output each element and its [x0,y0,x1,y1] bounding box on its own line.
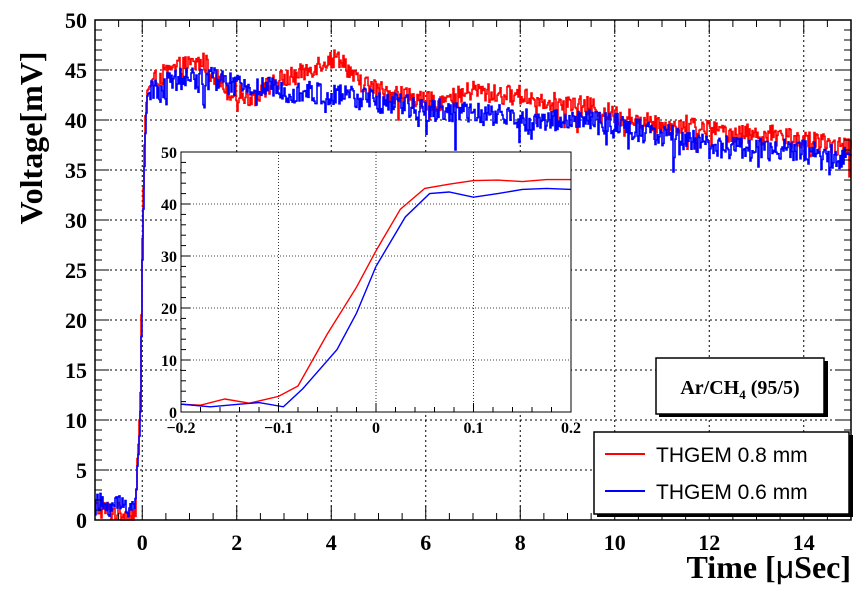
inset-ytick-label: 30 [161,249,177,266]
inset-series-line-thgem-06 [180,187,572,408]
inset-series-line-thgem-08 [180,178,571,406]
main-ytick-label: 50 [65,8,87,33]
legend-label-thgem-06: THGEM 0.6 mm [656,481,808,504]
inset-xtick-label: 0.1 [464,420,484,437]
inset-ytick-label: 40 [161,197,177,214]
main-ytick-label: 35 [65,158,87,183]
main-series-group [95,49,852,521]
main-ylabel: Voltage[mV] [13,52,49,225]
main-ytick-label: 45 [65,58,87,83]
main-xtick-label: 10 [604,530,626,555]
inset-axis-tick-labels: −0.2 −0.1 0 0.1 0.2 0 10 20 30 40 50 [161,145,581,437]
inset-axis-ticks [180,151,572,413]
legend: THGEM 0.8 mm THGEM 0.6 mm [593,431,853,517]
main-xtick-label: 14 [793,530,815,555]
main-ytick-label: 25 [65,258,87,283]
main-ytick-label: 15 [65,358,87,383]
inset-chart: −0.2 −0.1 0 0.1 0.2 0 10 20 30 40 50 [161,145,581,437]
main-ytick-label: 5 [76,458,87,483]
inset-series-group [180,178,572,408]
inset-xtick-label: 0.2 [561,420,581,437]
main-xtick-label: 12 [698,530,720,555]
inset-xtick-label: −0.1 [264,420,293,437]
main-xtick-label: 6 [420,530,431,555]
main-xtick-label: 8 [515,530,526,555]
main-ytick-label: 30 [65,208,87,233]
main-ytick-label: 40 [65,108,87,133]
gas-annotation-box: Ar/CH4 (95/5) [655,357,828,417]
inset-ytick-label: 0 [169,405,177,422]
legend-label-thgem-08: THGEM 0.8 mm [656,444,808,467]
main-ytick-label: 0 [76,508,87,533]
inset-xtick-label: −0.2 [166,420,195,437]
inset-ytick-label: 20 [161,301,177,318]
main-xtick-label: 4 [326,530,337,555]
inset-ytick-label: 10 [161,353,177,370]
inset-grid [181,152,571,412]
main-series-line-thgem-06 [95,66,852,518]
main-xlabel: Time [μSec] [687,549,851,585]
main-xtick-label: 2 [231,530,242,555]
inset-ytick-label: 50 [161,145,177,162]
main-axis-tick-labels: 0 2 4 6 8 10 12 14 0 5 10 15 20 25 30 35 40 45 50 [65,8,815,555]
gas-annotation-text: Ar/CH4 (95/5) [680,377,799,402]
main-ytick-label: 20 [65,308,87,333]
main-ytick-label: 10 [65,408,87,433]
inset-xtick-label: 0 [372,420,380,437]
main-xtick-label: 0 [137,530,148,555]
